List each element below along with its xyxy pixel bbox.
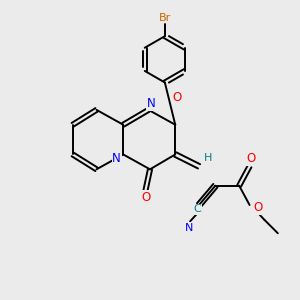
Text: O: O [246,152,256,165]
Text: H: H [204,153,213,163]
Text: N: N [112,152,121,164]
Text: O: O [172,92,182,104]
Text: O: O [141,191,150,204]
Text: Br: Br [159,13,171,23]
Text: N: N [146,98,155,110]
Text: N: N [184,223,193,233]
Text: C: C [194,204,201,214]
Text: O: O [253,202,262,214]
